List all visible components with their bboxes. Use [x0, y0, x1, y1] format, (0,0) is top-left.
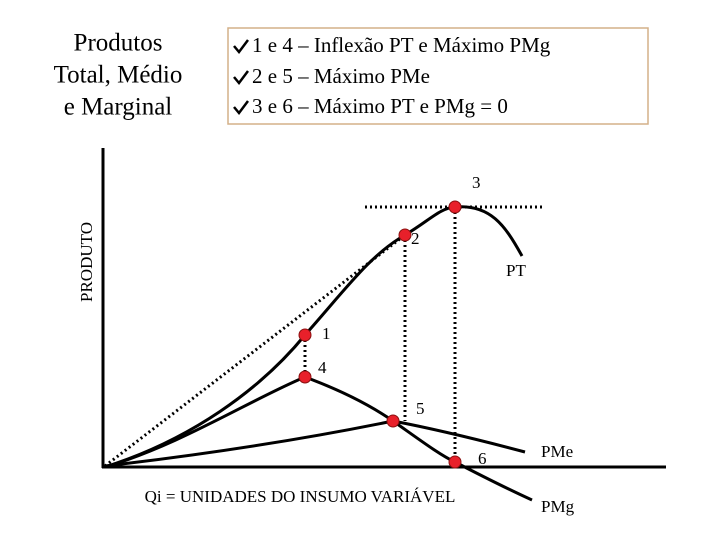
point-label: 6: [478, 449, 487, 468]
checkmarks: [233, 39, 249, 116]
point-label: 2: [411, 229, 420, 248]
x-axis-label: Qi = UNIDADES DO INSUMO VARIÁVEL: [145, 487, 456, 506]
legend-item: 2 e 5 – Máximo PMe: [252, 64, 430, 88]
legend-item: 1 e 4 – Inflexão PT e Máximo PMg: [252, 33, 551, 57]
point: [386, 414, 400, 428]
title-line: Total, Médio: [54, 62, 183, 89]
point: [448, 455, 462, 469]
point-label: 5: [416, 399, 425, 418]
pme-curve: [104, 419, 526, 468]
point: [448, 200, 462, 214]
legend-item: 3 e 6 – Máximo PT e PMg = 0: [252, 94, 508, 118]
pmg-curve: [104, 375, 533, 502]
point: [298, 370, 312, 384]
pt-curve: [104, 205, 524, 469]
title-line: Produtos: [74, 30, 163, 57]
point-label: 4: [318, 358, 327, 377]
point: [298, 328, 312, 342]
point: [398, 228, 412, 242]
curve-label: PT: [506, 261, 526, 280]
point-label: 3: [472, 173, 481, 192]
legend-box: [227, 27, 649, 125]
title-line: e Marginal: [64, 94, 173, 121]
y-axis-label: PRODUTO: [77, 222, 96, 302]
curve-label: PMe: [541, 442, 573, 461]
curve-label: PMg: [541, 497, 575, 516]
ray-dotted: [104, 233, 406, 468]
point-label: 1: [322, 324, 331, 343]
